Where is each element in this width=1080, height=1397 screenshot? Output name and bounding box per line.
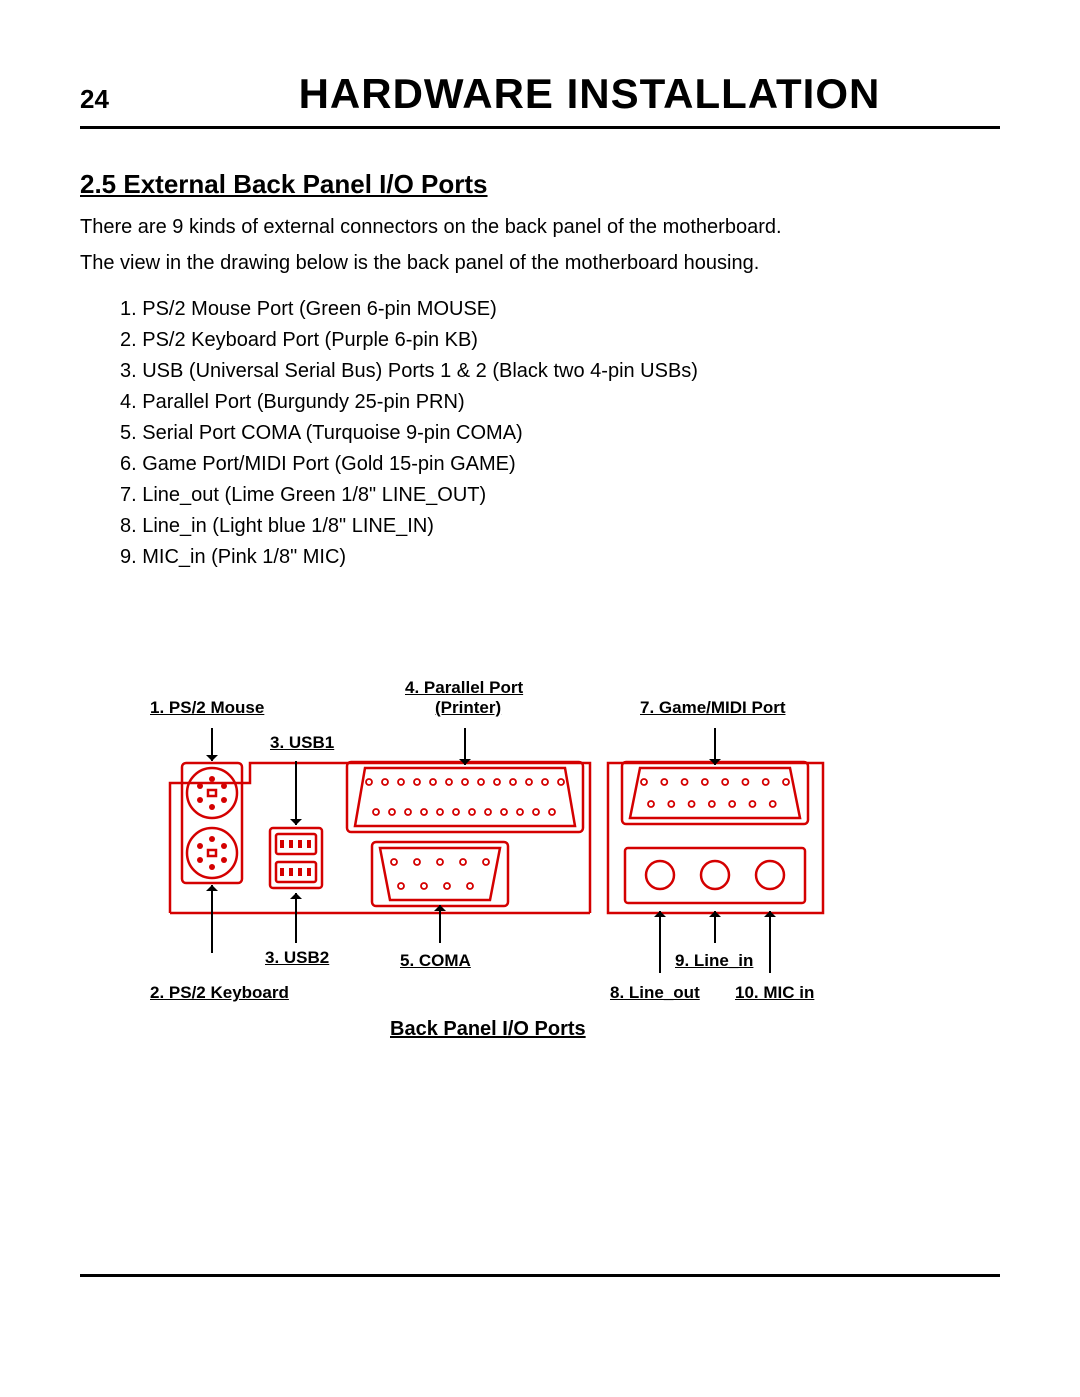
footer-rule <box>80 1274 1000 1277</box>
intro-line-2: The view in the drawing below is the bac… <box>80 248 1000 278</box>
list-item: 7. Line_out (Lime Green 1/8" LINE_OUT) <box>120 480 1000 511</box>
list-item: 3. USB (Universal Serial Bus) Ports 1 & … <box>120 356 1000 387</box>
label-parallel-a: 4. Parallel Port <box>405 678 523 698</box>
label-coma: 5. COMA <box>400 951 471 971</box>
section-heading: 2.5 External Back Panel I/O Ports <box>80 169 1000 200</box>
page-header: 24 HARDWARE INSTALLATION <box>80 70 1000 129</box>
label-usb1: 3. USB1 <box>270 733 334 753</box>
list-item: 9. MIC_in (Pink 1/8" MIC) <box>120 542 1000 573</box>
label-game: 7. Game/MIDI Port <box>640 698 785 718</box>
label-mic-in: 10. MIC in <box>735 983 814 1003</box>
intro-line-1: There are 9 kinds of external connectors… <box>80 212 1000 242</box>
back-panel-diagram: 1. PS/2 Mouse 3. USB1 4. Parallel Port (… <box>150 653 930 1073</box>
page-number: 24 <box>80 84 109 115</box>
label-ps2-kb: 2. PS/2 Keyboard <box>150 983 289 1003</box>
list-item: 2. PS/2 Keyboard Port (Purple 6-pin KB) <box>120 325 1000 356</box>
list-item: 1. PS/2 Mouse Port (Green 6-pin MOUSE) <box>120 294 1000 325</box>
label-line-in: 9. Line_in <box>675 951 753 971</box>
diagram-caption: Back Panel I/O Ports <box>390 1018 586 1041</box>
label-usb2: 3. USB2 <box>265 948 329 968</box>
label-ps2-mouse: 1. PS/2 Mouse <box>150 698 264 718</box>
list-item: 5. Serial Port COMA (Turquoise 9-pin COM… <box>120 418 1000 449</box>
label-parallel-b: (Printer) <box>435 698 501 718</box>
label-line-out: 8. Line_out <box>610 983 700 1003</box>
port-list: 1. PS/2 Mouse Port (Green 6-pin MOUSE) 2… <box>120 294 1000 573</box>
list-item: 8. Line_in (Light blue 1/8" LINE_IN) <box>120 511 1000 542</box>
chapter-title: HARDWARE INSTALLATION <box>179 70 1000 118</box>
list-item: 4. Parallel Port (Burgundy 25-pin PRN) <box>120 387 1000 418</box>
list-item: 6. Game Port/MIDI Port (Gold 15-pin GAME… <box>120 449 1000 480</box>
